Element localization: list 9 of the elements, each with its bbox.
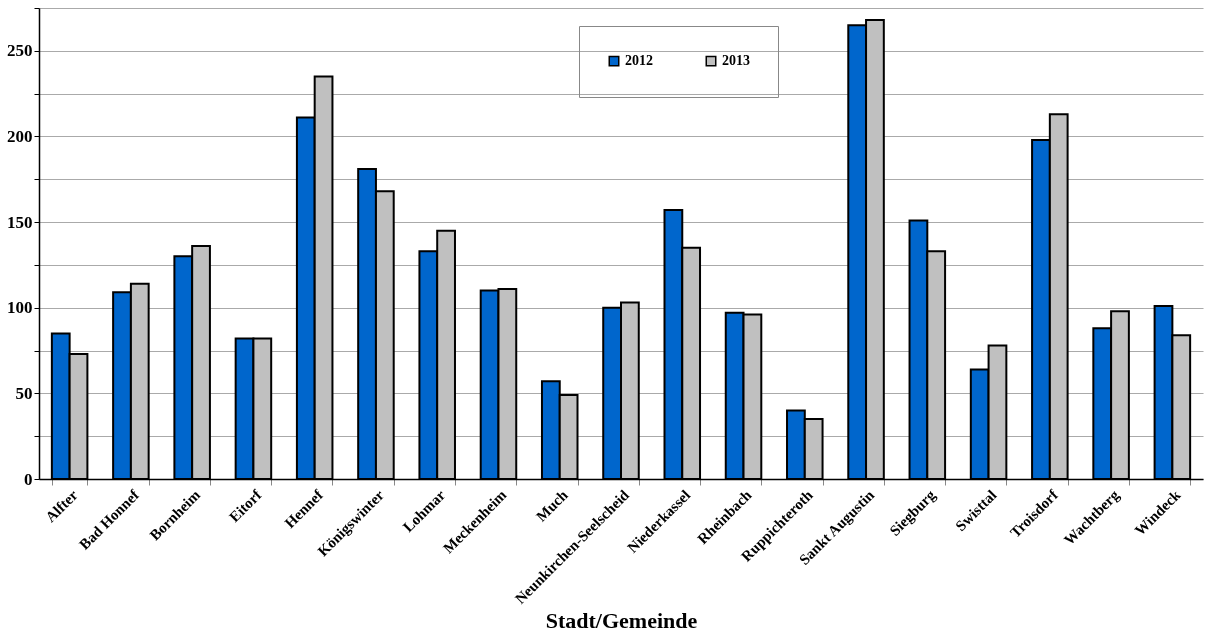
y-tick-label: 200: [7, 126, 33, 146]
x-axis-title: Stadt/Gemeinde: [545, 607, 698, 633]
legend-label: 2013: [722, 53, 750, 69]
y-tick-label: 250: [7, 41, 33, 61]
y-tick-label: 150: [7, 212, 33, 232]
y-tick-label: 100: [7, 298, 33, 318]
legend-label: 2012: [625, 53, 653, 69]
y-tick-label: 0: [24, 469, 33, 489]
y-tick-label: 50: [15, 383, 33, 403]
